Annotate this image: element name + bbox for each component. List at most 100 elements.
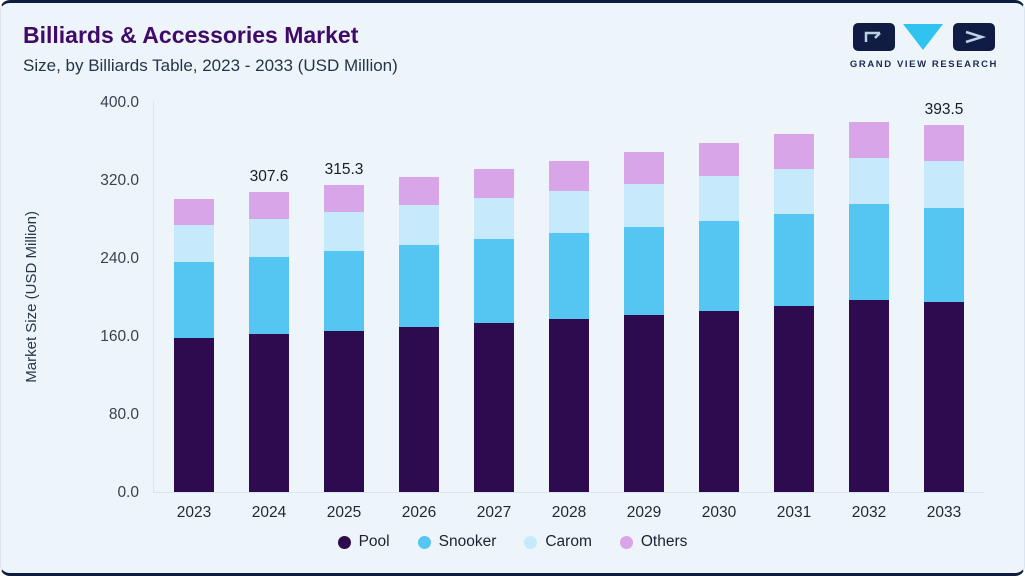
bar-segment-carom-2027	[474, 198, 514, 240]
x-axis-label-2032: 2032	[851, 504, 887, 521]
bar-segment-snooker-2025	[324, 251, 364, 331]
bar-segment-pool-2027	[474, 322, 514, 492]
x-axis-label-2029: 2029	[626, 504, 662, 521]
bar-total-label-2025: 315.3	[324, 160, 364, 178]
bar-segment-carom-2028	[549, 191, 589, 234]
bar-segment-others-2026	[399, 176, 439, 206]
legend-label-carom: Carom	[545, 533, 592, 550]
x-axis-label-2031: 2031	[776, 504, 812, 521]
bar-segment-pool-2033	[924, 302, 964, 492]
bar-2029: 2029	[624, 101, 664, 521]
x-axis-label-2028: 2028	[551, 504, 587, 521]
bar-2030: 2030	[699, 101, 739, 521]
bar-2033: 393.5 2033	[924, 101, 964, 521]
bar-segment-others-2029	[624, 152, 664, 184]
x-axis-label-2025: 2025	[326, 504, 362, 521]
bar-2025: 315.3 2025	[324, 101, 364, 521]
y-tick-label: 0.0	[117, 484, 139, 501]
bar-2032: 2032	[849, 101, 889, 521]
gvr-logo: GRAND VIEW RESEARCH	[850, 21, 998, 70]
y-tick-label: 320.0	[100, 172, 139, 189]
y-axis-title: Market Size (USD Million)	[22, 211, 40, 383]
gvr-logo-icon	[852, 23, 995, 51]
x-axis-label-2030: 2030	[701, 504, 737, 521]
x-axis-label-2023: 2023	[176, 504, 212, 521]
bar-segment-snooker-2024	[249, 256, 289, 335]
bar-segment-snooker-2033	[924, 207, 964, 303]
legend-dot-pool	[337, 535, 351, 549]
bar-segment-others-2030	[699, 143, 739, 177]
x-axis-label-2026: 2026	[401, 504, 437, 521]
header: Billiards & Accessories Market Size, by …	[1, 3, 1024, 77]
bar-segment-carom-2030	[699, 176, 739, 221]
bar-segment-others-2031	[774, 134, 814, 169]
y-tick-label: 240.0	[100, 250, 139, 267]
y-tick-label: 160.0	[100, 328, 139, 345]
bar-segment-pool-2032	[849, 300, 889, 492]
bar-segment-pool-2030	[699, 310, 739, 492]
chart-subtitle: Size, by Billiards Table, 2023 - 2033 (U…	[23, 56, 398, 75]
bar-segment-snooker-2023	[174, 262, 214, 338]
bar-segment-snooker-2026	[399, 245, 439, 327]
y-axis-title-column: Market Size (USD Million)	[1, 101, 61, 493]
bar-2031: 2031	[774, 101, 814, 521]
bar-2023: 2023	[174, 101, 214, 521]
bar-segment-others-2027	[474, 168, 514, 199]
legend-dot-carom	[524, 535, 538, 549]
gvr-logo-text: GRAND VIEW RESEARCH	[849, 59, 998, 70]
legend-dot-snooker	[417, 535, 431, 549]
y-tick-label: 400.0	[100, 94, 139, 111]
legend-label-pool: Pool	[358, 533, 390, 550]
chart-area: Market Size (USD Million) 0.0 80.0 160.0 24…	[1, 94, 1024, 521]
bar-segment-carom-2033	[924, 161, 964, 208]
bar-segment-carom-2024	[249, 218, 289, 257]
bar-segment-carom-2023	[174, 225, 214, 263]
legend-item-others: Others	[619, 533, 688, 551]
legend-item-pool: Pool	[337, 533, 390, 551]
bar-segment-snooker-2028	[549, 233, 589, 319]
bar-total-label-2033: 393.5	[924, 101, 964, 119]
bar-segment-others-2032	[849, 121, 889, 158]
legend-label-others: Others	[640, 533, 688, 550]
legend-dot-others	[619, 535, 633, 549]
legend-item-snooker: Snooker	[417, 533, 497, 551]
bar-segment-snooker-2027	[474, 239, 514, 323]
y-axis-ticks: 0.0 80.0 160.0 240.0 320.0 400.0	[61, 94, 153, 501]
bar-2026: 2026	[399, 101, 439, 521]
bar-segment-snooker-2032	[849, 204, 889, 301]
x-axis-label-2033: 2033	[926, 504, 962, 521]
bar-2027: 2027	[474, 101, 514, 521]
legend-label-snooker: Snooker	[438, 533, 497, 550]
bar-segment-pool-2026	[399, 326, 439, 492]
y-tick-label: 80.0	[108, 406, 139, 423]
bar-segment-snooker-2030	[699, 220, 739, 311]
legend-item-carom: Carom	[524, 533, 592, 551]
chart-title: Billiards & Accessories Market	[23, 22, 359, 48]
bar-segment-others-2023	[174, 199, 214, 226]
bar-segment-carom-2025	[324, 212, 364, 251]
bar-segment-carom-2032	[849, 157, 889, 205]
bar-segment-pool-2029	[624, 314, 664, 492]
bar-segment-carom-2029	[624, 183, 664, 227]
bar-segment-others-2025	[324, 184, 364, 212]
legend: Pool Snooker Carom Others	[1, 533, 1024, 551]
bar-segment-others-2033	[924, 125, 964, 162]
bar-total-label-2024: 307.6	[249, 168, 289, 186]
bar-segment-snooker-2029	[624, 226, 664, 315]
x-axis-label-2024: 2024	[251, 504, 287, 521]
bar-segment-pool-2028	[549, 318, 589, 492]
bar-segment-carom-2031	[774, 168, 814, 214]
bar-2024: 307.6 2024	[249, 101, 289, 521]
plot-area: 2023 307.6 2024 315.3 2025 2026 2027 2028 2029 20…	[153, 101, 984, 521]
header-titles: Billiards & Accessories Market Size, by …	[23, 21, 398, 77]
bar-segment-carom-2026	[399, 205, 439, 246]
bar-segment-pool-2024	[249, 334, 289, 492]
bar-segment-others-2028	[549, 160, 589, 192]
bar-segment-snooker-2031	[774, 213, 814, 307]
bar-segment-pool-2031	[774, 306, 814, 492]
bar-segment-pool-2023	[174, 337, 214, 492]
bar-segment-others-2024	[249, 192, 289, 219]
x-axis-label-2027: 2027	[476, 504, 512, 521]
bar-2028: 2028	[549, 101, 589, 521]
